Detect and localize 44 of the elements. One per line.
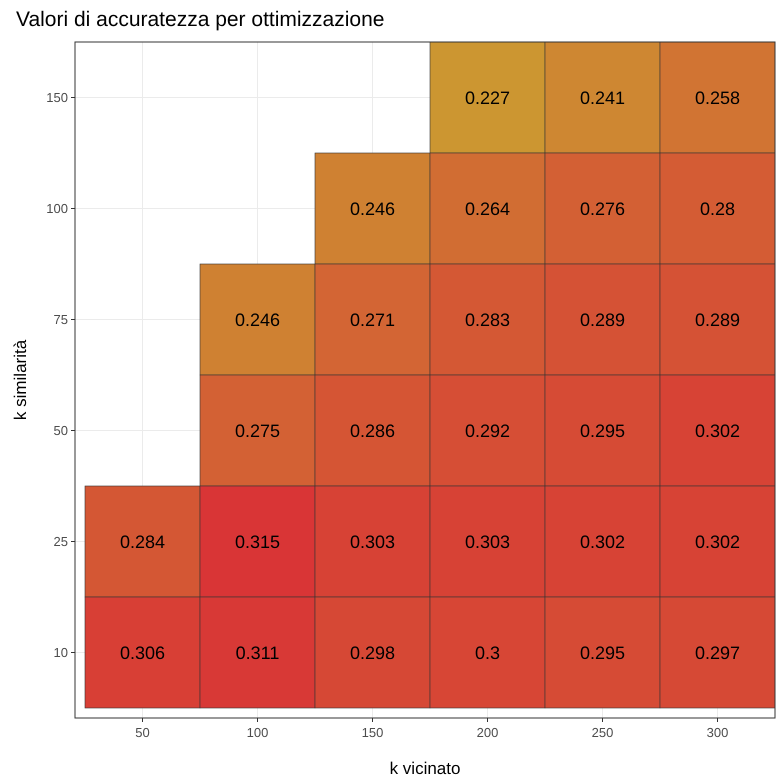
y-tick-label: 75 (54, 312, 68, 328)
x-axis-title: k vicinato (390, 759, 460, 778)
chart-title: Valori di accuratezza per ottimizzazione (16, 8, 384, 31)
data-label: 0.297 (694, 642, 740, 663)
data-label: 0.246 (350, 198, 396, 219)
data-label: 0.246 (234, 310, 280, 330)
data-label: 0.275 (234, 420, 280, 441)
data-label: 0.227 (464, 88, 510, 108)
data-label: 0.292 (464, 420, 510, 441)
y-tick-label: 10 (54, 645, 68, 660)
x-tick-label: 200 (476, 725, 498, 740)
y-tick-label: 100 (46, 201, 68, 216)
x-tick-label: 250 (592, 725, 614, 740)
data-label: 0.3 (474, 642, 500, 663)
data-label: 0.302 (694, 420, 740, 441)
x-tick-label: 300 (706, 725, 728, 740)
data-label: 0.286 (350, 420, 396, 441)
data-label: 0.284 (120, 532, 166, 552)
data-label: 0.298 (350, 642, 396, 663)
y-axis-title: k similarità (11, 339, 30, 420)
x-tick-label: 50 (135, 725, 150, 740)
data-label: 0.303 (464, 532, 510, 552)
y-tick-label: 50 (54, 423, 68, 438)
data-label: 0.276 (580, 198, 626, 219)
data-label: 0.302 (694, 532, 740, 552)
data-label: 0.311 (236, 642, 280, 663)
data-label: 0.302 (580, 532, 626, 552)
y-tick-label: 25 (54, 534, 68, 550)
data-label: 0.258 (694, 88, 740, 108)
data-label: 0.315 (234, 532, 280, 552)
data-label: 0.241 (580, 88, 626, 108)
y-tick-label: 150 (46, 90, 68, 106)
data-label: 0.271 (350, 310, 396, 330)
x-tick-label: 100 (246, 725, 268, 740)
x-tick-label: 150 (362, 725, 384, 740)
data-label: 0.264 (464, 198, 510, 219)
data-label: 0.289 (694, 310, 740, 330)
data-label: 0.295 (580, 642, 626, 663)
data-label: 0.283 (464, 310, 510, 330)
data-label: 0.289 (580, 310, 626, 330)
data-label: 0.28 (700, 198, 736, 219)
data-label: 0.295 (580, 420, 626, 441)
data-label: 0.303 (350, 532, 396, 552)
data-label: 0.306 (120, 642, 166, 663)
